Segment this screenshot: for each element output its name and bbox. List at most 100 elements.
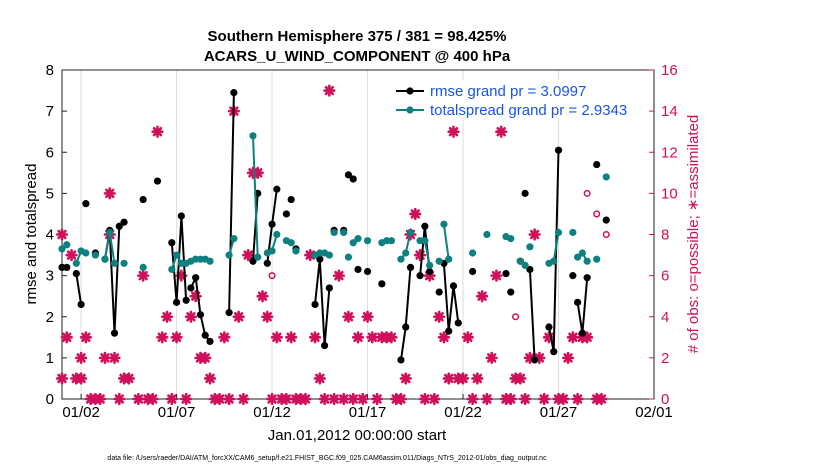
obs-star-stroke bbox=[300, 394, 311, 404]
x-tick-label: 02/01 bbox=[635, 404, 673, 421]
obs-assimilated-point bbox=[256, 290, 269, 303]
legend-box bbox=[392, 80, 598, 118]
series-rmse-point bbox=[344, 171, 353, 179]
obs-star-stroke bbox=[496, 126, 506, 137]
obs-assimilated-point bbox=[332, 269, 346, 282]
x-tick-label: 01/07 bbox=[158, 404, 196, 421]
series-totalspread-point bbox=[516, 257, 524, 265]
obs-assimilated-point bbox=[270, 331, 283, 344]
obs-star-stroke bbox=[114, 394, 124, 404]
obs-star-stroke bbox=[486, 353, 497, 363]
series-totalspread-point bbox=[249, 132, 257, 140]
y-tick-label: 3 bbox=[46, 268, 54, 285]
obs-assimilated-point bbox=[394, 392, 408, 406]
obs-assimilated-point bbox=[471, 372, 484, 385]
series-totalspread-point bbox=[58, 245, 66, 253]
obs-assimilated-point bbox=[60, 331, 73, 344]
series-rmse-point bbox=[502, 269, 510, 278]
obs-assimilated-point bbox=[437, 331, 451, 344]
series-rmse-point bbox=[153, 177, 162, 185]
obs-star-stroke bbox=[243, 250, 253, 260]
obs-star-stroke bbox=[429, 394, 440, 404]
y-right-tick-label: 2 bbox=[661, 350, 669, 367]
series-rmse-point bbox=[416, 272, 424, 280]
obs-star-stroke bbox=[348, 394, 358, 404]
series-totalspread-point bbox=[445, 255, 453, 263]
series-rmse-point bbox=[110, 329, 119, 337]
series-rmse-point bbox=[349, 175, 357, 183]
series-rmse-point bbox=[593, 160, 601, 169]
series-rmse-point bbox=[578, 329, 586, 337]
obs-star-stroke bbox=[148, 394, 158, 404]
obs-assimilated-point bbox=[113, 392, 126, 406]
series-totalspread-point bbox=[72, 259, 80, 267]
series-totalspread-point bbox=[325, 251, 333, 259]
y-right-tick-label: 10 bbox=[661, 185, 678, 202]
series-totalspread-point bbox=[139, 263, 147, 271]
obs-assimilated-point bbox=[561, 351, 575, 364]
series-rmse-point bbox=[406, 263, 415, 271]
obs-star-stroke bbox=[529, 229, 540, 240]
obs-markers bbox=[55, 84, 610, 406]
obs-star-stroke bbox=[214, 394, 225, 404]
obs-assimilated-point bbox=[261, 310, 274, 323]
series-lines bbox=[58, 89, 610, 364]
obs-assimilated-point bbox=[199, 351, 212, 364]
obs-star-stroke bbox=[109, 353, 120, 363]
obs-star-stroke bbox=[200, 353, 210, 363]
obs-star-stroke bbox=[396, 394, 406, 404]
series-totalspread-point bbox=[206, 257, 214, 265]
obs-assimilated-point bbox=[137, 269, 150, 282]
x-axis: 01/02 01/07 01/12 01/17 01/22 01/27 02/01 bbox=[62, 394, 673, 421]
obs-assimilated-point bbox=[170, 331, 183, 344]
obs-star-stroke bbox=[338, 394, 349, 404]
series-rmse-line bbox=[228, 92, 235, 313]
series-totalspread-point bbox=[440, 220, 448, 228]
series-rmse-point bbox=[550, 348, 558, 356]
y-axis-right: 0 2 4 6 8 10 12 14 16 bbox=[649, 62, 678, 408]
y-tick-label: 1 bbox=[46, 350, 54, 367]
series-rmse-point bbox=[354, 265, 362, 274]
series-rmse-point bbox=[168, 239, 176, 247]
y-axis: 0 1 2 3 4 5 6 7 8 bbox=[46, 62, 67, 408]
y-tick-label: 2 bbox=[46, 309, 54, 326]
obs-star-stroke bbox=[329, 394, 339, 404]
obs-assimilated-point bbox=[98, 351, 112, 364]
obs-assimilated-point bbox=[366, 331, 379, 344]
obs-star-stroke bbox=[525, 353, 535, 363]
series-totalspread-point bbox=[349, 239, 357, 247]
obs-star-stroke bbox=[358, 394, 368, 404]
series-rmse-point bbox=[249, 257, 257, 265]
obs-assimilated-point bbox=[218, 331, 231, 344]
obs-star-stroke bbox=[233, 312, 244, 322]
obs-star-stroke bbox=[439, 332, 449, 343]
series-rmse-point bbox=[225, 309, 233, 317]
obs-assimilated-point bbox=[55, 372, 69, 385]
obs-star-stroke bbox=[572, 394, 583, 404]
obs-assimilated-point bbox=[595, 392, 608, 406]
obs-star-stroke bbox=[95, 394, 105, 404]
obs-star-stroke bbox=[76, 373, 86, 384]
series-rmse-line bbox=[442, 263, 460, 332]
series-rmse-point bbox=[402, 323, 410, 331]
series-totalspread-point bbox=[292, 247, 300, 255]
series-totalspread-point bbox=[254, 253, 262, 261]
obs-star-stroke bbox=[463, 332, 473, 343]
obs-assimilated-point bbox=[476, 290, 489, 303]
series-totalspread-point bbox=[268, 247, 276, 255]
legend-rmse-label: rmse grand pr = 3.0997 bbox=[430, 83, 586, 100]
obs-possible-point bbox=[268, 272, 276, 280]
obs-assimilated-point bbox=[103, 187, 116, 200]
series-totalspread-line bbox=[252, 135, 259, 258]
obs-star-stroke bbox=[62, 332, 72, 343]
series-rmse-point bbox=[206, 337, 214, 346]
obs-assimilated-point bbox=[108, 351, 121, 364]
y-axis-right-label: # of obs: o=possible; ∗=assimilated bbox=[685, 115, 702, 354]
series-rmse-point bbox=[196, 311, 205, 319]
y-right-tick-label: 12 bbox=[661, 144, 678, 161]
series-rmse-point bbox=[287, 195, 295, 204]
series-rmse-point bbox=[201, 331, 209, 339]
series-rmse-point bbox=[325, 284, 333, 292]
obs-assimilated-point bbox=[370, 392, 384, 406]
series-totalspread-point bbox=[406, 228, 415, 237]
